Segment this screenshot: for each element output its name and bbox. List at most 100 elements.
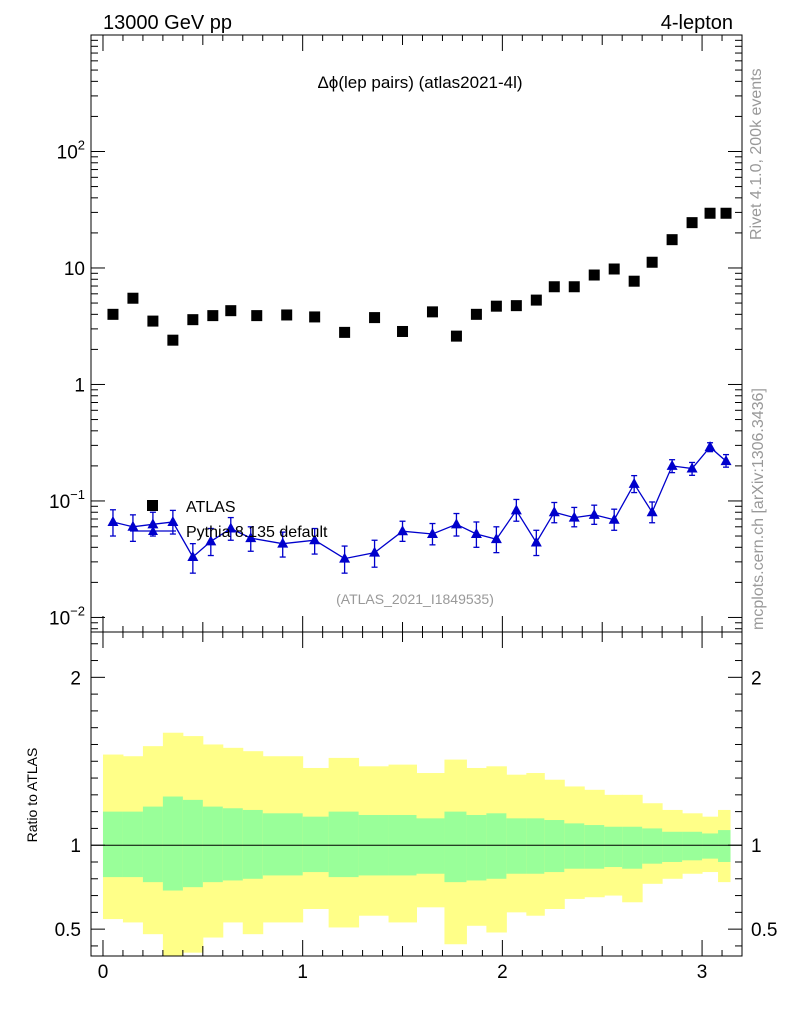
inner-uncertainty-band (642, 828, 663, 864)
y-tick-label: 1 (74, 375, 85, 396)
pythia-data-point (107, 515, 119, 526)
atlas-data-point (510, 300, 522, 312)
ratio-y-tick-label-left: 2 (70, 668, 81, 689)
inner-uncertainty-band (718, 830, 731, 862)
process-title: 13000 GeV pp (103, 12, 232, 34)
pythia-data-point (470, 528, 482, 539)
atlas-data-point (490, 300, 502, 312)
inner-uncertainty-band (182, 799, 204, 888)
x-tick-label: 2 (497, 962, 508, 983)
inner-uncertainty-band (302, 816, 330, 873)
x-tick-label: 0 (98, 962, 109, 983)
pythia-data-point (205, 535, 217, 546)
atlas-data-point (686, 217, 698, 229)
pythia-data-point (426, 528, 438, 539)
atlas-data-point (167, 334, 179, 346)
inner-uncertainty-band (242, 809, 264, 879)
atlas-data-point (548, 281, 560, 293)
pythia-data-point (548, 506, 560, 517)
pythia-data-point (608, 513, 620, 524)
inner-uncertainty-band (142, 806, 164, 883)
legend-pythia-marker (148, 526, 158, 535)
inner-uncertainty-band (544, 820, 565, 873)
inner-uncertainty-band (328, 811, 360, 878)
atlas-data-point (720, 207, 732, 219)
legend-pythia-label: Pythia 8.135 default (186, 524, 328, 541)
legend-atlas-marker (147, 500, 158, 511)
inner-uncertainty-band (622, 826, 643, 869)
inner-uncertainty-band (102, 811, 124, 878)
atlas-data-point (225, 305, 237, 317)
inner-uncertainty-band (202, 806, 224, 883)
pythia-data-point (309, 534, 321, 545)
inner-uncertainty-band (162, 796, 184, 891)
ratio-y-tick-label-right: 0.5 (751, 920, 777, 941)
pythia-data-point (147, 518, 159, 529)
inner-uncertainty-band (444, 811, 467, 883)
ratio-plot-frame (90, 631, 743, 957)
legend-atlas-label: ATLAS (186, 499, 236, 516)
pythia-data-point (720, 455, 732, 466)
atlas-data-point (187, 314, 199, 326)
inner-uncertainty-band (564, 823, 585, 869)
x-tick-label: 1 (297, 962, 308, 983)
y-tick-label: 10 (64, 259, 85, 280)
inner-uncertainty-band (222, 808, 244, 881)
legend: ATLAS Pythia 8.135 default (130, 499, 328, 541)
inner-uncertainty-band (702, 833, 719, 859)
pythia-data-point (568, 511, 580, 522)
atlas-data-point (530, 294, 542, 306)
pythia-data-point (510, 504, 522, 515)
inner-uncertainty-band (122, 811, 144, 878)
ratio-y-tick-label-right: 2 (751, 668, 762, 689)
pythia-data-point (450, 518, 462, 529)
atlas-data-point (568, 281, 580, 293)
channel-title: 4-lepton (661, 12, 733, 34)
x-tick-label: 3 (697, 962, 708, 983)
pythia-data-point (530, 536, 542, 547)
pythia-data-point (187, 551, 199, 562)
main-panel: Δϕ(lep pairs) (atlas2021-4l) (ATLAS_2021… (49, 34, 743, 633)
atlas-data-point (588, 269, 600, 281)
atlas-data-point (397, 325, 409, 337)
atlas-data-point (608, 263, 620, 275)
ratio-y-tick-label-left: 0.5 (55, 920, 81, 941)
ratio-y-axis-label: Ratio to ATLAS (24, 748, 40, 843)
atlas-data-point (147, 315, 159, 327)
inner-uncertainty-band (416, 818, 445, 874)
pythia-data-point (646, 506, 658, 517)
pythia-data-point (277, 537, 289, 548)
inner-uncertainty-band (486, 813, 507, 879)
y-tick-label: 102 (57, 137, 85, 163)
inner-uncertainty-band (466, 814, 487, 881)
atlas-data-point (666, 234, 678, 246)
atlas-data-point (281, 309, 293, 321)
pythia-data-point (245, 532, 257, 543)
atlas-data-point (339, 326, 351, 338)
pythia-data-point (127, 520, 139, 531)
inner-uncertainty-band (262, 813, 304, 876)
pythia-data-point (225, 522, 237, 533)
inner-uncertainty-band (506, 818, 527, 874)
ratio-y-tick-label-left: 1 (70, 836, 81, 857)
atlas-data-point (369, 312, 381, 324)
y-tick-label: 10−2 (49, 603, 85, 629)
main-plot-title: Δϕ(lep pairs) (atlas2021-4l) (317, 73, 522, 92)
inner-uncertainty-band (682, 831, 703, 861)
ratio-panel: 0.5 0.5 1 1 2 2 0 1 2 3 Ratio to ATLAS (24, 631, 777, 983)
pythia-data-point (369, 546, 381, 557)
pythia-data-point (490, 533, 502, 544)
inner-uncertainty-band (584, 825, 605, 869)
ratio-y-tick-label-right: 1 (751, 836, 762, 857)
pythia-data-point (167, 515, 179, 526)
y-tick-label: 10−1 (49, 487, 85, 513)
atlas-data-point (450, 330, 462, 342)
atlas-data-point (426, 306, 438, 318)
inner-uncertainty-band (526, 818, 545, 874)
main-plot-frame (90, 34, 743, 633)
atlas-data-point (470, 308, 482, 320)
atlas-data-point (207, 310, 219, 322)
pythia-data-point (397, 525, 409, 536)
atlas-data-point (251, 310, 263, 322)
